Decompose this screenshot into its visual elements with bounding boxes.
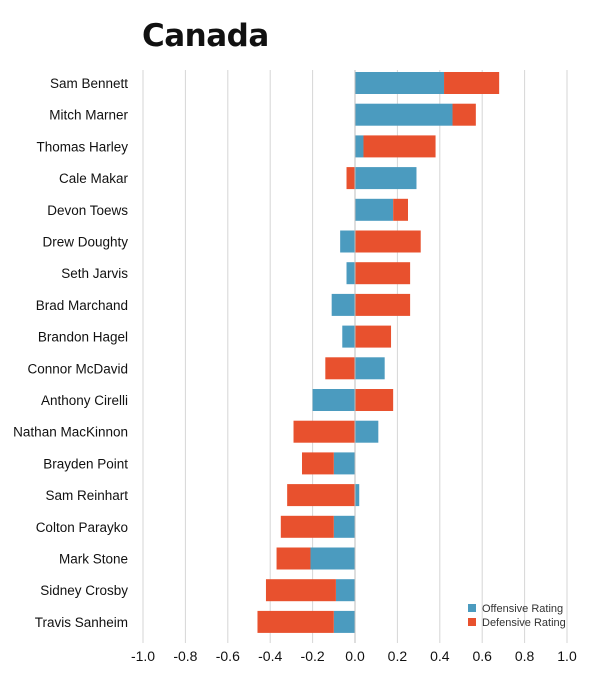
player-label: Thomas Harley — [36, 139, 128, 154]
defensive-rating-bar — [452, 103, 476, 126]
x-tick-label: 1.0 — [557, 648, 577, 664]
x-tick-label: -1.0 — [131, 648, 155, 664]
legend-swatch-offensive — [468, 604, 476, 612]
defensive-rating-bar — [293, 420, 355, 443]
defensive-rating-bar — [355, 325, 392, 348]
player-label: Seth Jarvis — [61, 266, 128, 281]
defensive-rating-bar — [355, 389, 394, 411]
player-label: Sam Bennett — [50, 76, 128, 91]
offensive-rating-bar — [346, 262, 355, 285]
defensive-rating-bar — [393, 198, 408, 221]
offensive-rating-bar — [331, 293, 355, 316]
player-label: Sidney Crosby — [40, 583, 128, 598]
player-label: Connor McDavid — [27, 361, 128, 376]
defensive-rating-bar — [302, 452, 334, 475]
defensive-rating-bar — [257, 610, 334, 633]
x-tick-label: -0.4 — [258, 648, 282, 664]
offensive-rating-bar — [355, 167, 417, 190]
player-label: Devon Toews — [47, 203, 128, 218]
defensive-rating-bar — [346, 167, 355, 190]
defensive-rating-bar — [355, 230, 421, 253]
offensive-rating-bar — [310, 547, 355, 570]
offensive-rating-bar — [355, 72, 445, 94]
x-tick-label: -0.8 — [173, 648, 197, 664]
player-label: Sam Reinhart — [45, 488, 128, 503]
x-tick-label: 0.4 — [430, 648, 450, 664]
defensive-rating-bar — [444, 72, 500, 94]
offensive-rating-bar — [333, 515, 355, 538]
offensive-rating-bar — [340, 230, 355, 253]
x-tick-label: 0.6 — [472, 648, 492, 664]
offensive-rating-bar — [333, 610, 355, 633]
offensive-rating-bar — [355, 484, 360, 507]
player-label: Anthony Cirelli — [41, 393, 128, 408]
offensive-rating-bar — [342, 325, 355, 348]
x-tick-label: 0.0 — [345, 648, 365, 664]
player-label: Brad Marchand — [36, 298, 128, 313]
offensive-rating-bar — [355, 357, 385, 380]
player-label: Mark Stone — [59, 552, 128, 567]
x-tick-label: 0.2 — [388, 648, 408, 664]
player-label: Drew Doughty — [42, 235, 128, 250]
defensive-rating-bar — [276, 547, 311, 570]
offensive-rating-bar — [355, 198, 394, 221]
legend-label-offensive: Offensive Rating — [482, 603, 563, 615]
x-tick-label: 0.8 — [515, 648, 535, 664]
defensive-rating-bar — [287, 484, 355, 507]
offensive-rating-bar — [355, 420, 379, 443]
defensive-rating-bar — [280, 515, 334, 538]
player-label: Brayden Point — [43, 456, 128, 471]
defensive-rating-bar — [355, 293, 411, 316]
player-label: Brandon Hagel — [38, 330, 128, 345]
player-label: Cale Makar — [59, 171, 129, 186]
defensive-rating-bar — [265, 579, 336, 602]
x-tick-label: -0.6 — [216, 648, 240, 664]
defensive-rating-bar — [363, 135, 436, 158]
legend-swatch-defensive — [468, 618, 476, 626]
player-label: Travis Sanheim — [35, 615, 128, 630]
legend-label-defensive: Defensive Rating — [482, 617, 566, 629]
offensive-rating-bar — [355, 103, 453, 126]
offensive-rating-bar — [312, 389, 355, 411]
offensive-rating-bar — [335, 579, 355, 602]
player-label: Nathan MacKinnon — [13, 425, 128, 440]
defensive-rating-bar — [355, 262, 411, 285]
player-label: Mitch Marner — [49, 108, 128, 123]
x-tick-label: -0.2 — [301, 648, 325, 664]
chart-title: Canada — [142, 18, 269, 54]
defensive-rating-bar — [325, 357, 355, 380]
offensive-rating-bar — [355, 135, 364, 158]
offensive-rating-bar — [333, 452, 355, 475]
player-label: Colton Parayko — [36, 520, 128, 535]
